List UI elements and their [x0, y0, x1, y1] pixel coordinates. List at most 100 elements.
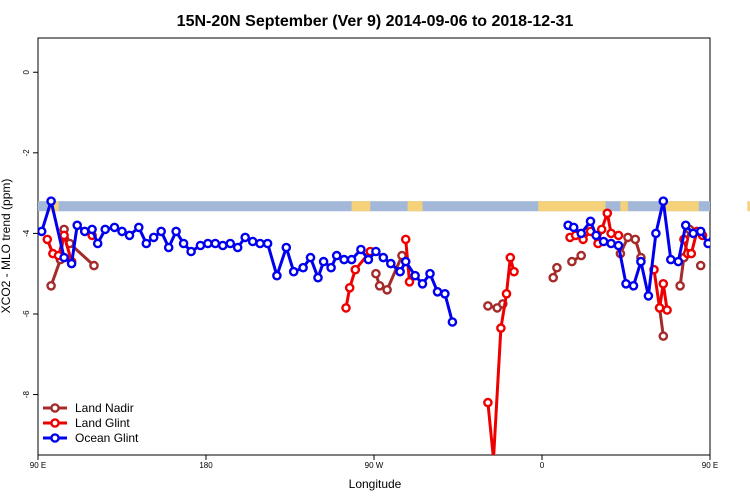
data-point [658, 196, 669, 206]
land-patch [620, 201, 628, 212]
data-point [350, 264, 361, 275]
data-point [662, 305, 672, 315]
legend-item: Ocean Glint [43, 431, 139, 445]
data-point [410, 270, 420, 281]
series-line [344, 250, 372, 309]
data-point [596, 224, 607, 235]
data-point [483, 397, 493, 408]
data-point [203, 238, 213, 249]
series-layer [38, 196, 750, 455]
data-point [658, 278, 669, 289]
data-point [232, 242, 243, 253]
legend-item: Land Nadir [43, 401, 134, 415]
data-point [195, 240, 206, 251]
data-point [288, 266, 299, 277]
data-point [385, 258, 396, 269]
y-axis-label: XCO2 - MLO trend (ppm) [0, 179, 13, 314]
data-point [240, 232, 250, 243]
land-patch [407, 201, 423, 212]
data-point [736, 230, 743, 237]
data-point [591, 230, 601, 241]
data-point [124, 230, 135, 241]
data-point [313, 272, 323, 283]
x-tick-label: 90 E [702, 461, 718, 470]
data-point [675, 280, 685, 291]
data-point [356, 244, 366, 255]
y-tick-label: -8 [22, 390, 31, 398]
data-point [621, 278, 631, 289]
x-axis-label: Longitude [349, 477, 402, 491]
data-point [695, 260, 706, 271]
data-point [262, 238, 273, 249]
x-tick-label: 90 E [30, 461, 46, 470]
data-point [59, 230, 69, 241]
data-point [305, 252, 316, 263]
data-point [339, 254, 349, 265]
data-point [89, 260, 99, 271]
data-point [109, 222, 120, 233]
data-point [210, 238, 221, 249]
data-point [38, 226, 47, 237]
data-point [117, 226, 127, 237]
data-point [688, 228, 699, 239]
series-line [486, 256, 516, 455]
data-point [178, 238, 189, 249]
data-point [440, 288, 450, 299]
legend-label: Land Nadir [75, 401, 134, 415]
data-point [298, 262, 308, 273]
x-tick-label: 90 W [365, 461, 384, 470]
legend-swatch-marker [50, 403, 60, 413]
data-point [395, 266, 405, 277]
data-point [744, 222, 750, 229]
data-point [606, 238, 616, 249]
data-point [654, 303, 665, 313]
data-point [378, 252, 389, 263]
data-point [171, 226, 181, 237]
data-point [613, 230, 624, 241]
data-point [695, 226, 706, 237]
data-point [344, 282, 355, 293]
data-point [643, 291, 654, 301]
axes: 90 E 180 90 W 0 90 E 0 -2 -4 -6 -8 [22, 69, 718, 470]
data-point [703, 238, 710, 249]
x-tick-label: 180 [199, 461, 213, 470]
data-point [548, 272, 559, 283]
data-point [567, 256, 577, 267]
data-point [363, 254, 374, 265]
data-point [432, 286, 443, 297]
legend-label: Ocean Glint [75, 431, 139, 445]
data-point [613, 240, 624, 251]
data-point [505, 252, 516, 263]
ocean-band [38, 201, 710, 212]
data-point [400, 256, 411, 267]
data-point [331, 250, 342, 261]
data-point [371, 246, 381, 257]
data-point [66, 258, 77, 269]
data-point [186, 246, 196, 257]
data-point [425, 268, 435, 279]
data-point [59, 252, 69, 263]
data-point [272, 270, 282, 281]
data-point [318, 256, 329, 267]
data-point [346, 254, 357, 265]
data-point [666, 254, 676, 265]
data-point [447, 317, 458, 327]
data-point [680, 220, 691, 231]
data-point [623, 232, 633, 243]
data-point [225, 238, 236, 249]
data-point [326, 262, 336, 273]
data-point [141, 238, 152, 249]
data-point [156, 226, 166, 237]
land-patch [49, 201, 59, 212]
chart-title: 15N-20N September (Ver 9) 2014-09-06 to … [177, 13, 574, 30]
data-point [651, 228, 661, 239]
land-patch [665, 201, 699, 212]
x-tick-label: 0 [540, 461, 545, 470]
y-tick-label: -2 [22, 149, 31, 157]
data-point [552, 262, 562, 273]
data-point [686, 248, 697, 259]
data-point [417, 278, 428, 289]
land-patch [538, 201, 606, 212]
